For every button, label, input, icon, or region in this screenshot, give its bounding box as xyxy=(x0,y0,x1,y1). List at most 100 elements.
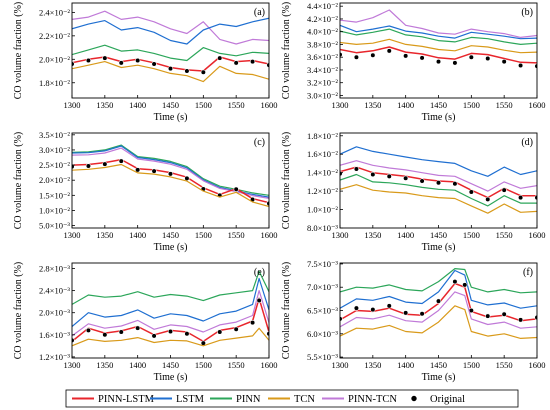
legend-item: PINN-LSTM xyxy=(72,394,155,405)
y-tick-label: 6.0×10⁻³ xyxy=(307,329,338,339)
series-line-lstm xyxy=(340,269,537,309)
original-data-point xyxy=(485,196,491,203)
y-tick-label: 4.0×10⁻² xyxy=(307,27,338,37)
y-axis-title: CO volume fraction (%) xyxy=(281,132,292,229)
original-data-point xyxy=(386,48,392,54)
y-axis-title: CO volume fraction (%) xyxy=(13,2,24,99)
y-axis-title: CO volume fraction (%) xyxy=(281,262,292,359)
y-tick-label: 1.8×10⁻² xyxy=(39,78,70,88)
legend-item: Original xyxy=(410,394,465,405)
x-tick-label: 1550 xyxy=(496,230,513,240)
x-tick-label: 1400 xyxy=(397,100,414,110)
x-tick-label: 1600 xyxy=(261,100,278,110)
x-tick-label: 1500 xyxy=(195,230,212,240)
series-line-tcn xyxy=(340,305,537,339)
series-line-pinn-lstm xyxy=(340,282,537,322)
y-tick-label: 3.4×10⁻² xyxy=(307,65,338,75)
original-data-point xyxy=(151,333,157,339)
original-data-point xyxy=(266,62,269,68)
original-data-point xyxy=(485,55,491,62)
y-tick-label: 3.5×10⁻² xyxy=(39,130,70,140)
legend-label: LSTM xyxy=(176,394,205,405)
y-tick-label: 5.0×10⁻³ xyxy=(39,221,70,231)
x-axis-title: Time (s) xyxy=(154,112,188,123)
original-data-point xyxy=(353,166,360,172)
original-data-point xyxy=(435,298,442,304)
x-tick-label: 1300 xyxy=(64,230,81,240)
original-data-point xyxy=(217,329,223,335)
original-data-point xyxy=(534,63,537,69)
x-tick-label: 1600 xyxy=(261,230,278,240)
original-data-point xyxy=(266,200,269,207)
series-line-pinn-lstm xyxy=(340,46,537,64)
x-axis-title: Time (s) xyxy=(422,242,456,253)
series-line-pinn xyxy=(340,28,537,46)
series-line-pinn-lstm xyxy=(72,297,269,343)
plot-area xyxy=(340,146,537,214)
original-data-point xyxy=(151,61,157,67)
y-tick-label: 7.5×10⁻³ xyxy=(307,259,338,269)
x-tick-label: 1500 xyxy=(463,360,480,370)
plot-frame xyxy=(71,262,270,359)
legend-item: PINN-TCN xyxy=(322,394,397,405)
series-line-tcn xyxy=(340,184,537,214)
y-tick-label: 1.0×10⁻² xyxy=(307,205,338,215)
series-line-pinn-tcn xyxy=(340,9,537,39)
x-tick-label: 1500 xyxy=(195,360,212,370)
x-tick-label: 1300 xyxy=(332,360,349,370)
plot-area xyxy=(340,9,537,69)
chart-panel: 1300 1350 1400 1450 1500 1550 1600 5.0×10⁻³ 1.0×… xyxy=(13,130,278,253)
x-tick-label: 1300 xyxy=(64,360,81,370)
y-tick-label: 4.2×10⁻² xyxy=(307,14,338,24)
original-data-point xyxy=(167,66,174,72)
plot-area xyxy=(340,268,537,339)
y-tick-label: 3.6×10⁻² xyxy=(307,52,338,62)
x-tick-label: 1400 xyxy=(397,360,414,370)
x-tick-label: 1500 xyxy=(195,100,212,110)
original-data-point xyxy=(118,329,124,335)
chart-panel: 1300 1350 1400 1450 1500 1550 1600 1.8×10⁻² 2.0×… xyxy=(13,2,278,123)
series-line-lstm xyxy=(72,17,269,45)
x-tick-label: 1600 xyxy=(261,360,278,370)
series-line-lstm xyxy=(340,146,537,177)
legend-label: Original xyxy=(430,394,465,405)
original-data-point xyxy=(249,59,256,65)
y-tick-label: 1.4×10⁻² xyxy=(307,168,338,178)
original-data-point xyxy=(517,317,524,323)
legend-frame xyxy=(65,389,519,408)
original-data-point xyxy=(370,306,376,313)
x-tick-label: 1500 xyxy=(463,100,480,110)
y-tick-label: 6.5×10⁻³ xyxy=(307,306,338,316)
original-data-point xyxy=(102,332,108,338)
x-axis-title: Time (s) xyxy=(422,112,456,123)
y-tick-label: 1.2×10⁻² xyxy=(307,186,338,196)
y-tick-label: 2.4×10⁻² xyxy=(39,7,70,17)
original-data-point xyxy=(353,54,360,60)
original-data-point xyxy=(370,171,376,178)
y-axis-title: CO volume fraction (%) xyxy=(13,132,24,229)
plot-area xyxy=(72,270,269,347)
original-data-point xyxy=(468,54,474,60)
original-data-point xyxy=(118,60,124,66)
original-data-point xyxy=(266,331,269,337)
original-data-point xyxy=(403,175,409,181)
x-tick-label: 1300 xyxy=(332,100,349,110)
x-tick-label: 1350 xyxy=(96,360,113,370)
x-axis-title: Time (s) xyxy=(422,372,456,383)
original-data-point xyxy=(435,59,442,65)
original-data-point xyxy=(452,279,458,285)
plot-frame xyxy=(71,2,270,99)
panel-letter: (a) xyxy=(254,7,265,18)
x-tick-label: 1550 xyxy=(496,360,513,370)
original-data-point xyxy=(184,331,190,337)
series-line-pinn xyxy=(340,173,537,207)
series-line-pinn-tcn xyxy=(72,10,269,45)
panel-letter: (c) xyxy=(254,137,265,148)
original-data-point xyxy=(102,161,108,167)
original-data-point xyxy=(353,305,360,311)
y-tick-label: 5.5×10⁻³ xyxy=(307,352,338,362)
y-tick-label: 2.0×10⁻³ xyxy=(39,308,70,318)
legend-item: PINN xyxy=(210,394,261,405)
x-tick-label: 1300 xyxy=(64,100,81,110)
original-data-point xyxy=(419,178,425,184)
